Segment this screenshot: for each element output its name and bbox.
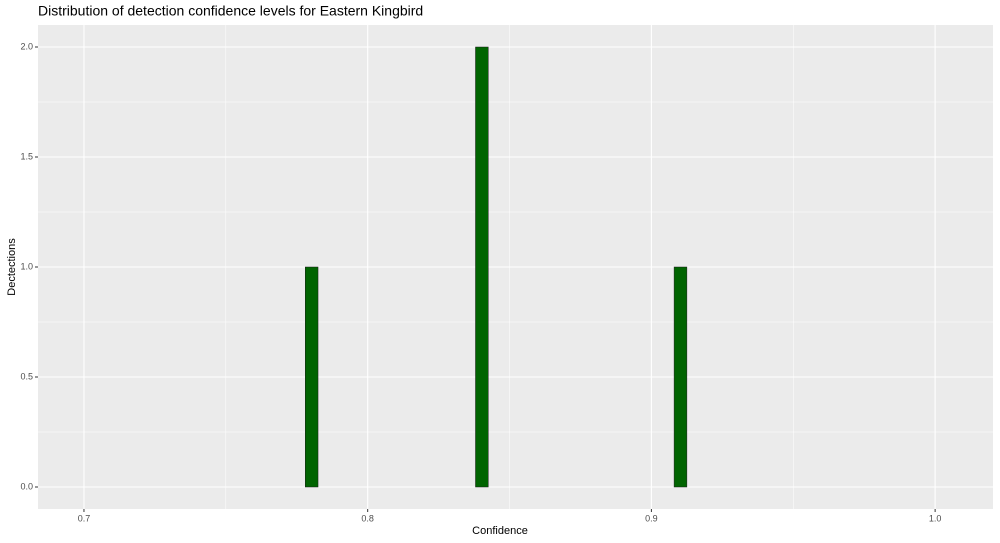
y-tick-label: 1.5 <box>20 151 33 161</box>
y-tick-label: 1.0 <box>20 261 33 271</box>
x-axis-title: Confidence <box>472 525 528 537</box>
x-tick-label: 0.8 <box>361 513 374 523</box>
y-axis-title: Dectections <box>6 238 18 296</box>
bar <box>475 46 489 488</box>
y-tick-label: 2.0 <box>20 41 33 51</box>
chart-title: Distribution of detection confidence lev… <box>38 3 423 19</box>
x-tick-label: 1.0 <box>929 513 942 523</box>
x-tick-label: 0.7 <box>78 513 91 523</box>
bar <box>305 266 319 488</box>
bar <box>673 266 688 488</box>
y-tick-label: 0.5 <box>20 371 33 381</box>
x-tick-label: 0.9 <box>645 513 658 523</box>
y-tick-label: 0.0 <box>20 481 33 491</box>
